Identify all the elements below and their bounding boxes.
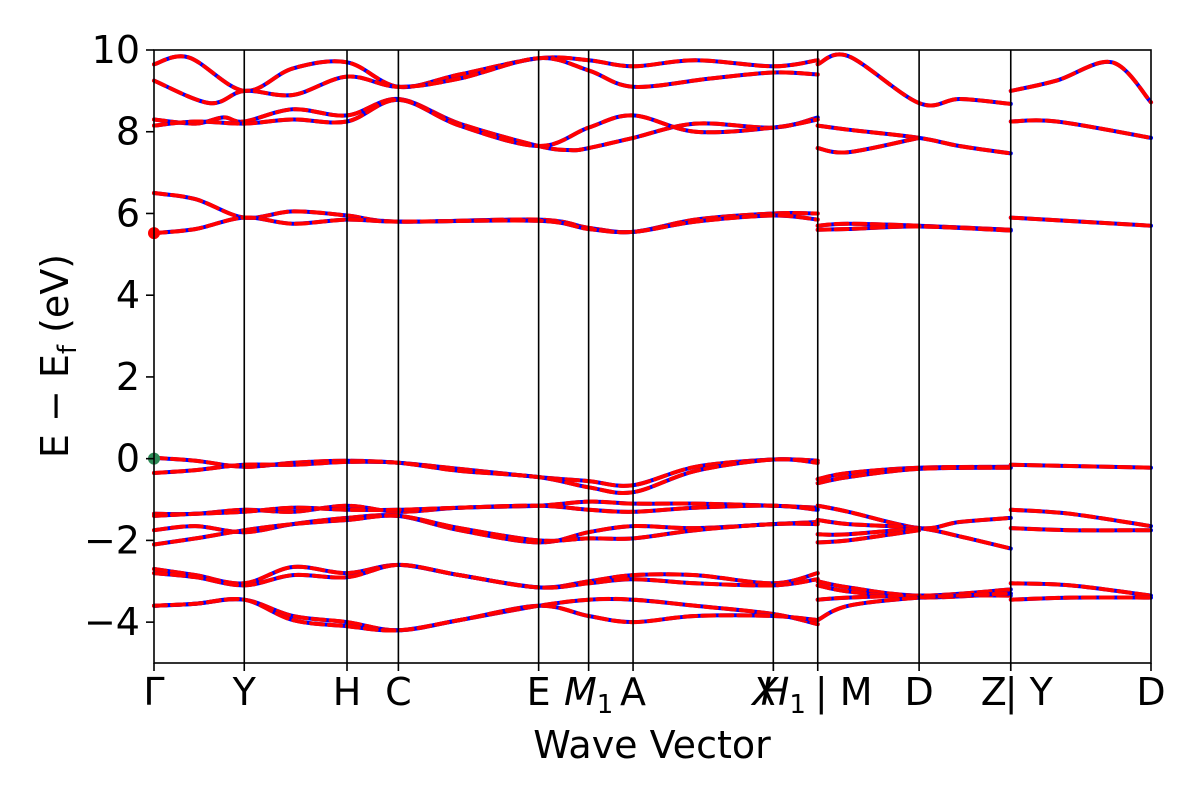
x-ticks-layer: Γ Y H C E M1 A XH1 | M D Z| Y D xyxy=(143,663,1166,720)
y-axis-title-unit: (eV) xyxy=(33,254,77,345)
x-tick-label: A xyxy=(620,670,646,714)
x-tick-label: Γ xyxy=(143,670,164,714)
y-tick-label: 8 xyxy=(116,110,140,154)
y-tick-label: 4 xyxy=(116,273,140,317)
band-33-spin-up xyxy=(1008,118,1153,140)
x-tick-label: M1 xyxy=(564,670,613,720)
x-tick-label: X xyxy=(750,670,779,714)
band-39-spin-up xyxy=(1008,595,1153,602)
bands-layer xyxy=(152,52,1153,633)
kpoint-lines-layer xyxy=(243,50,1012,663)
x-axis-title: Wave Vector xyxy=(533,723,771,767)
band-1-spin-up xyxy=(152,54,820,93)
band-5-spin-down xyxy=(152,191,820,235)
x-tick-label: | Y xyxy=(1005,670,1054,715)
x-tick-label: Y xyxy=(232,670,257,714)
band-36-spin-up xyxy=(1008,507,1153,529)
band-17-spin-down xyxy=(815,52,1013,108)
y-axis-title-main: E − E xyxy=(33,354,77,458)
y-tick-label: 6 xyxy=(116,191,140,235)
band-23-spin-up xyxy=(815,465,1013,486)
band-35-spin-up xyxy=(1008,462,1153,470)
y-axis-title-sub: f xyxy=(53,344,83,354)
band-21-spin-up xyxy=(815,224,1013,233)
y-tick-label: 0 xyxy=(116,437,140,481)
band-2-spin-down xyxy=(152,56,820,106)
x-tick-label: H xyxy=(333,670,362,714)
x-tick-label: D xyxy=(1136,670,1165,714)
y-axis-title: E − Ef (eV) xyxy=(33,254,83,458)
band-37-spin-up xyxy=(1008,526,1153,533)
band-28-spin-up xyxy=(815,579,1013,598)
y-tick-label: −4 xyxy=(84,600,140,644)
y-tick-label: −2 xyxy=(84,518,140,562)
band-31-spin-up xyxy=(815,591,1013,623)
band-2-spin-up xyxy=(152,56,820,106)
band-32-spin-down xyxy=(1008,59,1153,105)
x-tick-label: E xyxy=(527,670,551,714)
band-17-spin-up xyxy=(815,52,1013,108)
x-tick-label: C xyxy=(385,670,412,714)
band-3-spin-up xyxy=(152,96,820,153)
band-19-spin-down xyxy=(815,135,922,155)
band-26-spin-up xyxy=(815,526,922,537)
y-ticks-layer: −4 −2 0 2 4 6 8 10 xyxy=(84,28,154,644)
band-38-spin-up xyxy=(1008,581,1153,598)
band-5-spin-up xyxy=(152,191,820,235)
band-10-spin-up xyxy=(152,503,820,518)
plot-frame xyxy=(153,49,1152,664)
band-12-spin-up xyxy=(152,513,820,547)
band-27-spin-up xyxy=(815,528,922,545)
band-19-spin-up xyxy=(815,135,922,155)
x-tick-label: D xyxy=(904,670,933,714)
x-tick-label: Z xyxy=(981,670,1007,714)
band-32-spin-up xyxy=(1008,59,1153,105)
x-tick-label: | M xyxy=(815,670,873,715)
x-tick-label: H1 xyxy=(761,670,806,720)
band-34-spin-up xyxy=(1008,215,1153,228)
y-tick-label: 10 xyxy=(92,28,140,72)
y-tick-label: 2 xyxy=(116,355,140,399)
